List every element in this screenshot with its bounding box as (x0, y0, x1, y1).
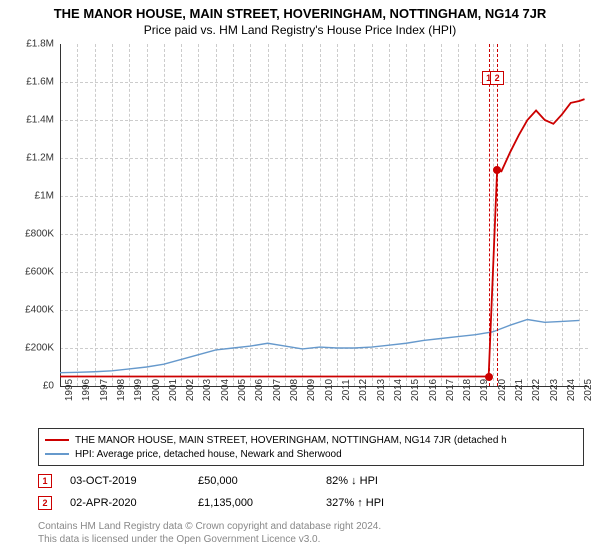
event-delta: 327% ↑ HPI (326, 497, 384, 509)
event-row: 1 03-OCT-2019 £50,000 82% ↓ HPI (38, 470, 584, 492)
y-tick-label: £1.6M (0, 77, 54, 88)
footer-line: Contains HM Land Registry data © Crown c… (38, 520, 381, 533)
y-tick-label: £1.8M (0, 39, 54, 50)
event-delta: 82% ↓ HPI (326, 475, 378, 487)
y-tick-label: £1.4M (0, 115, 54, 126)
event-vline (497, 44, 498, 386)
event-point (493, 166, 501, 174)
legend-item-hpi: HPI: Average price, detached house, Newa… (45, 447, 577, 461)
y-tick-label: £800K (0, 229, 54, 240)
chart-subtitle: Price paid vs. HM Land Registry's House … (0, 21, 600, 41)
event-vline (489, 44, 490, 386)
footer-attribution: Contains HM Land Registry data © Crown c… (38, 520, 381, 546)
legend-label: THE MANOR HOUSE, MAIN STREET, HOVERINGHA… (75, 435, 507, 446)
event-num-box: 2 (38, 496, 52, 510)
event-marker-label: 2 (490, 71, 504, 85)
chart-title: THE MANOR HOUSE, MAIN STREET, HOVERINGHA… (0, 0, 600, 21)
event-num-box: 1 (38, 474, 52, 488)
legend-swatch (45, 453, 69, 455)
y-tick-label: £1.2M (0, 153, 54, 164)
events-table: 1 03-OCT-2019 £50,000 82% ↓ HPI 2 02-APR-2020… (38, 470, 584, 514)
y-tick-label: £0 (0, 381, 54, 392)
event-date: 02-APR-2020 (70, 497, 180, 509)
event-date: 03-OCT-2019 (70, 475, 180, 487)
y-tick-label: £400K (0, 305, 54, 316)
legend-box: THE MANOR HOUSE, MAIN STREET, HOVERINGHA… (38, 428, 584, 466)
event-price: £1,135,000 (198, 497, 308, 509)
event-point (485, 373, 493, 381)
event-price: £50,000 (198, 475, 308, 487)
y-tick-label: £600K (0, 267, 54, 278)
series-price_paid (60, 99, 585, 376)
legend-swatch (45, 439, 69, 441)
y-tick-label: £200K (0, 343, 54, 354)
event-row: 2 02-APR-2020 £1,135,000 327% ↑ HPI (38, 492, 584, 514)
series-hpi (60, 320, 579, 373)
y-tick-label: £1M (0, 191, 54, 202)
chart-lines (60, 44, 588, 386)
footer-line: This data is licensed under the Open Gov… (38, 533, 381, 546)
legend-item-price: THE MANOR HOUSE, MAIN STREET, HOVERINGHA… (45, 433, 577, 447)
legend-label: HPI: Average price, detached house, Newa… (75, 449, 342, 460)
